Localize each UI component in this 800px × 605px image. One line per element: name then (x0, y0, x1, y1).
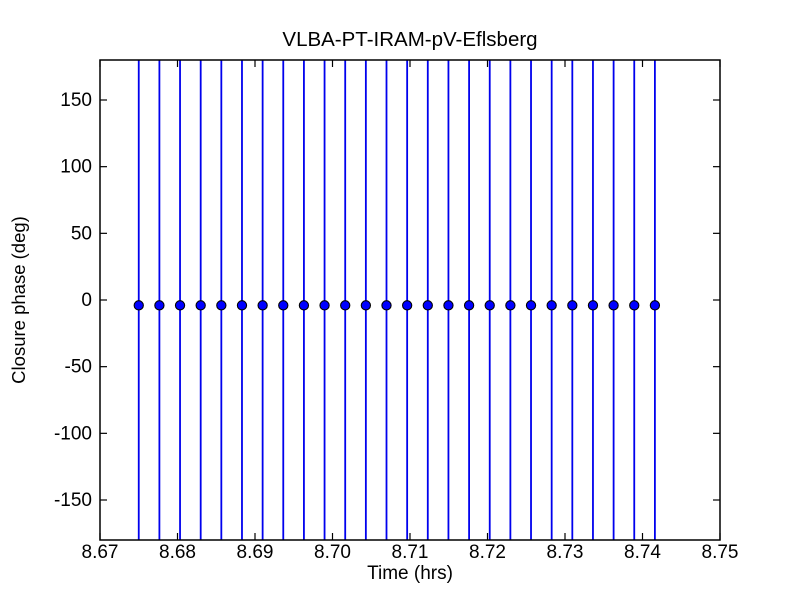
svg-text:8.73: 8.73 (547, 542, 584, 563)
svg-text:Time (hrs): Time (hrs) (367, 563, 453, 584)
svg-text:8.71: 8.71 (392, 542, 429, 563)
svg-text:-50: -50 (65, 357, 92, 378)
svg-text:8.69: 8.69 (237, 542, 274, 563)
svg-text:8.75: 8.75 (702, 542, 739, 563)
svg-text:150: 150 (60, 90, 92, 111)
svg-text:50: 50 (71, 223, 92, 244)
svg-text:8.72: 8.72 (469, 542, 506, 563)
svg-text:VLBA-PT-IRAM-pV-Eflsberg: VLBA-PT-IRAM-pV-Eflsberg (282, 28, 537, 51)
svg-text:8.67: 8.67 (82, 542, 119, 563)
svg-text:-150: -150 (54, 490, 92, 511)
svg-text:0: 0 (81, 290, 92, 311)
svg-text:8.68: 8.68 (159, 542, 196, 563)
svg-text:8.74: 8.74 (624, 542, 661, 563)
svg-text:-100: -100 (54, 423, 92, 444)
svg-text:100: 100 (60, 157, 92, 178)
svg-text:8.70: 8.70 (314, 542, 351, 563)
svg-text:Closure phase (deg): Closure phase (deg) (8, 216, 29, 384)
